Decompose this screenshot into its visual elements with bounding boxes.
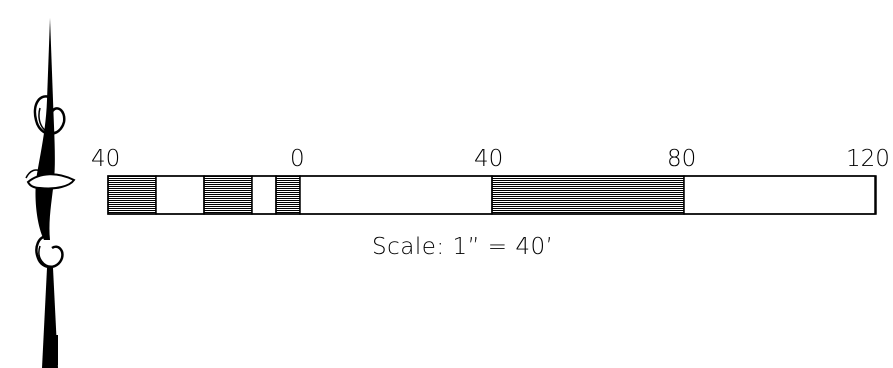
north-arrow-icon [25, 18, 76, 368]
tick-label-left-40: 40 [91, 146, 120, 172]
scale-segment-blank [683, 175, 877, 215]
tick-labels: 40 0 40 80 120 [91, 146, 890, 172]
tick-label-40: 40 [474, 146, 503, 172]
tick-label-120: 120 [846, 146, 890, 172]
tick-label-0: 0 [290, 146, 305, 172]
scale-segment-blank [251, 175, 277, 215]
scale-caption: Scale: 1” = 40’ [372, 234, 553, 260]
scale-segment-blank [155, 175, 205, 215]
scale-segment-blank [299, 175, 493, 215]
scale-bar [107, 175, 877, 215]
scale-segment-hatched [107, 175, 157, 215]
scale-segment-hatched [275, 175, 301, 215]
scale-segment-hatched [203, 175, 253, 215]
tick-label-80: 80 [667, 146, 696, 172]
scale-segment-hatched [491, 175, 685, 215]
scale-bar-outline [107, 175, 876, 215]
